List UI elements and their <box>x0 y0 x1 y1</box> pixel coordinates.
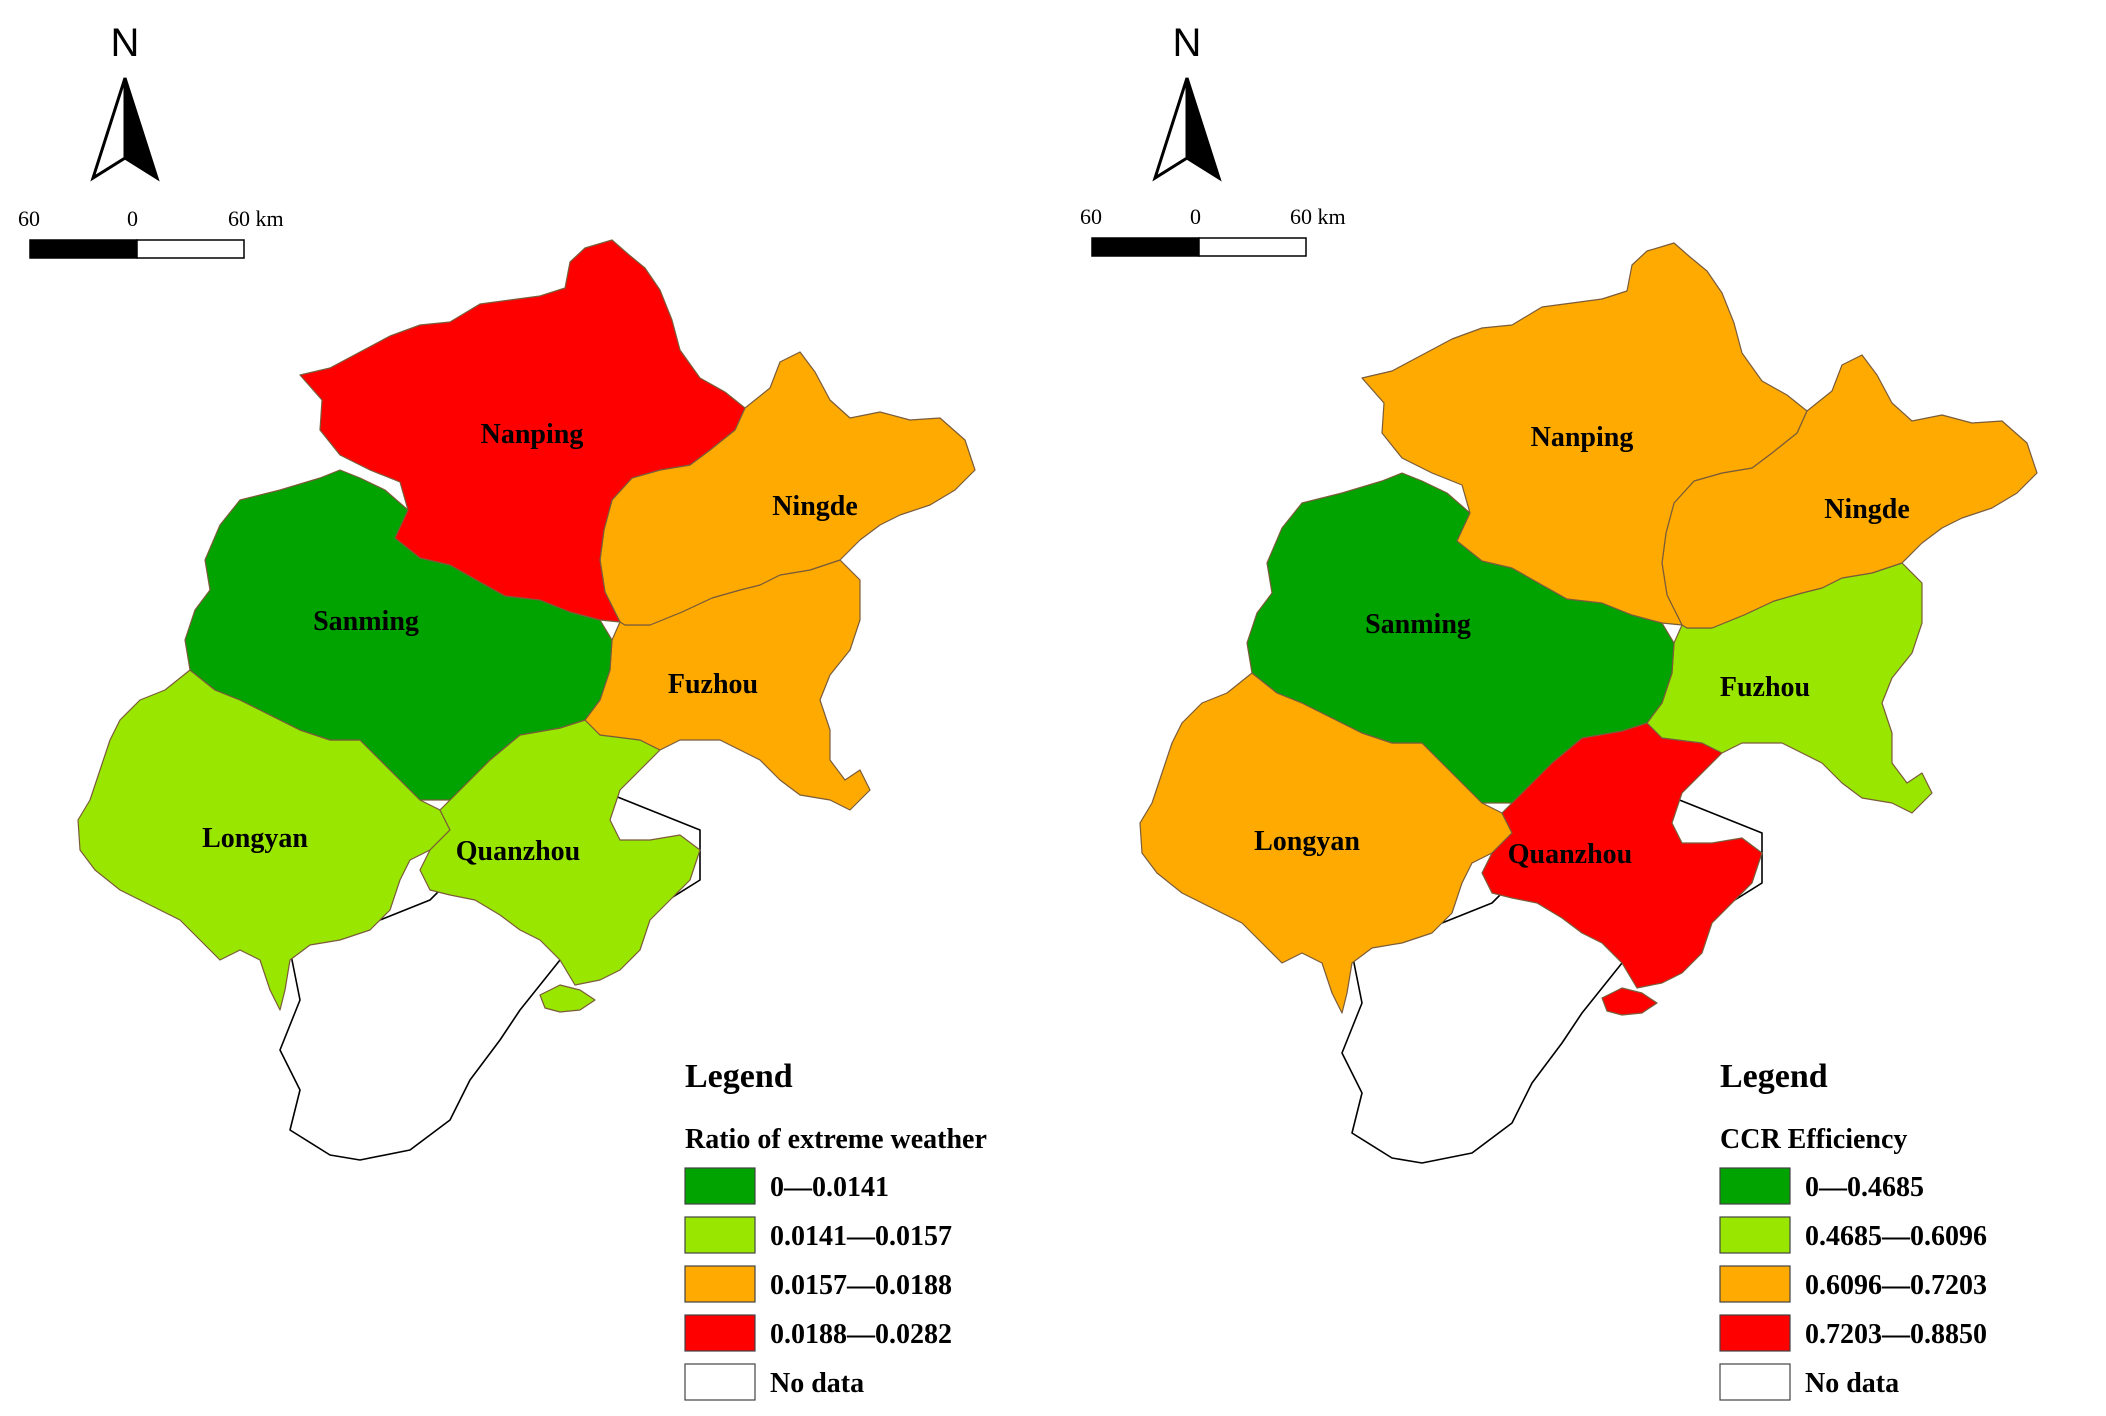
legend-variable: Ratio of extreme weather <box>685 1124 987 1155</box>
legend-swatch-4 <box>684 1314 756 1352</box>
legend-title: Legend <box>1720 1058 1828 1095</box>
map-panel-right: N 60 0 60 km Nanping Ningde Sanming Fuzh… <box>1080 21 2038 1401</box>
label-ningde: Ningde <box>1824 494 1910 525</box>
scale-bar: 60 0 60 km <box>18 206 284 259</box>
label-quanzhou: Quanzhou <box>456 836 581 867</box>
legend-class-3: 0.0157—0.0188 <box>770 1270 952 1301</box>
label-longyan: Longyan <box>202 823 308 854</box>
label-longyan: Longyan <box>1254 826 1360 857</box>
legend-swatch-nodata <box>1719 1363 1791 1401</box>
label-fuzhou: Fuzhou <box>668 669 758 700</box>
region-labels: Nanping Ningde Sanming Fuzhou Longyan Qu… <box>1254 422 1910 870</box>
north-label: N <box>111 21 140 65</box>
legend-swatch-1 <box>684 1167 756 1205</box>
north-arrow-icon: N <box>1153 21 1221 180</box>
legend-class-4: 0.7203—0.8850 <box>1805 1319 1987 1350</box>
map-regions <box>1139 242 2038 1164</box>
legend-swatch-3 <box>684 1265 756 1303</box>
region-labels: Nanping Ningde Sanming Fuzhou Longyan Qu… <box>202 419 858 867</box>
legend-swatch-1 <box>1719 1167 1791 1205</box>
label-fuzhou: Fuzhou <box>1720 672 1810 703</box>
island-quanzhou <box>1601 987 1658 1016</box>
map-panel-left: N 60 0 60 km Nanping Ningde Sanming Fuzh… <box>18 21 987 1401</box>
scale-label-left: 60 <box>1080 204 1102 229</box>
legend-class-2: 0.0141—0.0157 <box>770 1221 952 1252</box>
label-ningde: Ningde <box>772 491 858 522</box>
legend-class-4: 0.0188—0.0282 <box>770 1319 952 1350</box>
legend-title: Legend <box>685 1058 793 1095</box>
legend-variable: CCR Efficiency <box>1720 1124 1907 1155</box>
legend-class-1: 0—0.4685 <box>1805 1172 1924 1203</box>
legend-class-3: 0.6096—0.7203 <box>1805 1270 1987 1301</box>
label-nanping: Nanping <box>1531 422 1634 453</box>
scale-label-center: 0 <box>1190 204 1201 229</box>
scale-label-center: 0 <box>127 206 138 231</box>
map-regions <box>77 239 976 1161</box>
legend-swatch-2 <box>684 1216 756 1254</box>
scale-bar: 60 0 60 km <box>1080 204 1346 257</box>
label-sanming: Sanming <box>313 606 419 637</box>
north-arrow-icon: N <box>91 21 159 180</box>
label-sanming: Sanming <box>1365 609 1471 640</box>
legend: Legend CCR Efficiency 0—0.4685 0.4685—0.… <box>1719 1058 1987 1401</box>
legend-class-nodata: No data <box>1805 1368 1899 1399</box>
label-nanping: Nanping <box>481 419 584 450</box>
island-quanzhou <box>539 984 596 1013</box>
label-quanzhou: Quanzhou <box>1508 839 1633 870</box>
scale-label-right: 60 km <box>228 206 284 231</box>
legend-swatch-3 <box>1719 1265 1791 1303</box>
legend: Legend Ratio of extreme weather 0—0.0141… <box>684 1058 987 1401</box>
legend-swatch-nodata <box>684 1363 756 1401</box>
scale-label-left: 60 <box>18 206 40 231</box>
north-label: N <box>1173 21 1202 65</box>
legend-class-2: 0.4685—0.6096 <box>1805 1221 1987 1252</box>
legend-class-1: 0—0.0141 <box>770 1172 889 1203</box>
legend-swatch-2 <box>1719 1216 1791 1254</box>
scale-label-right: 60 km <box>1290 204 1346 229</box>
legend-class-nodata: No data <box>770 1368 864 1399</box>
legend-swatch-4 <box>1719 1314 1791 1352</box>
